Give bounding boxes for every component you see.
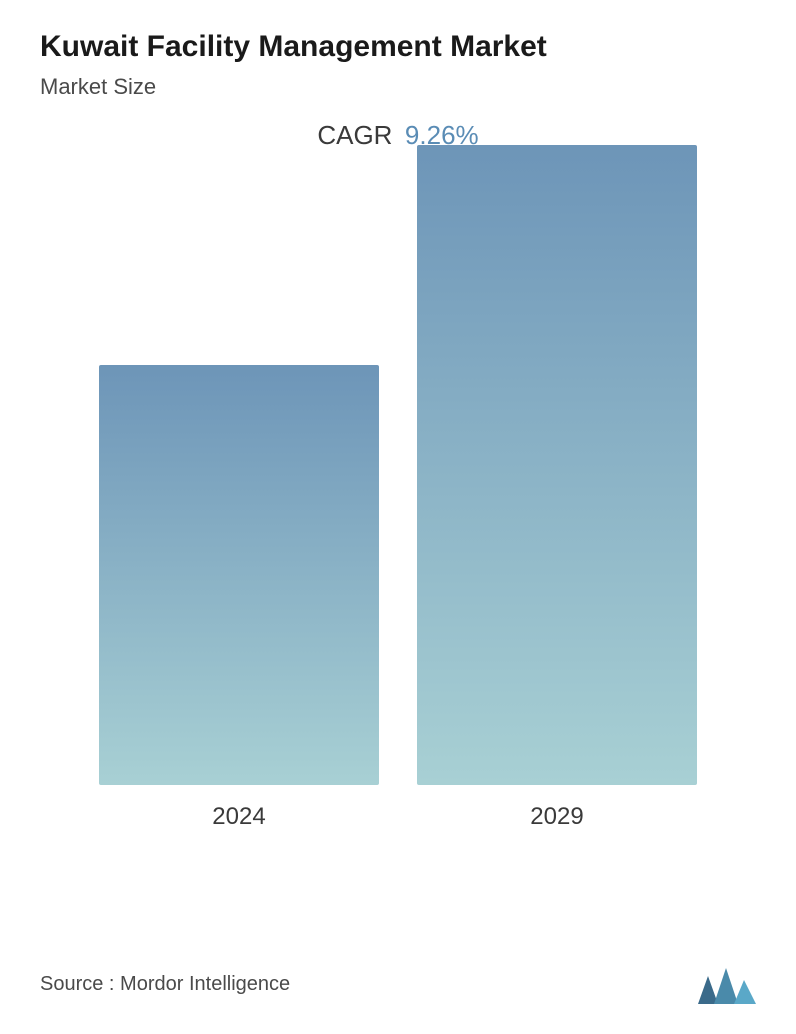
bars-container: 2024 2029 xyxy=(40,191,756,831)
bar-group-2029: 2029 xyxy=(417,145,697,831)
x-label-2029: 2029 xyxy=(530,803,583,831)
x-label-2024: 2024 xyxy=(212,803,265,831)
chart-area: 2024 2029 xyxy=(40,191,756,891)
bar-2024 xyxy=(99,365,379,785)
source-text: Source : Mordor Intelligence xyxy=(40,973,290,996)
bar-2029 xyxy=(417,145,697,785)
source-value: Mordor Intelligence xyxy=(120,973,290,995)
chart-subtitle: Market Size xyxy=(40,74,756,100)
bar-group-2024: 2024 xyxy=(99,365,379,831)
chart-title: Kuwait Facility Management Market xyxy=(40,30,756,64)
cagr-label: CAGR xyxy=(317,120,392,150)
source-label: Source : xyxy=(40,973,114,995)
logo-bar-1 xyxy=(698,976,718,1004)
logo-bar-3 xyxy=(734,980,756,1004)
logo-bar-2 xyxy=(714,968,738,1004)
logo-icon xyxy=(698,964,756,1004)
footer: Source : Mordor Intelligence xyxy=(40,964,756,1004)
